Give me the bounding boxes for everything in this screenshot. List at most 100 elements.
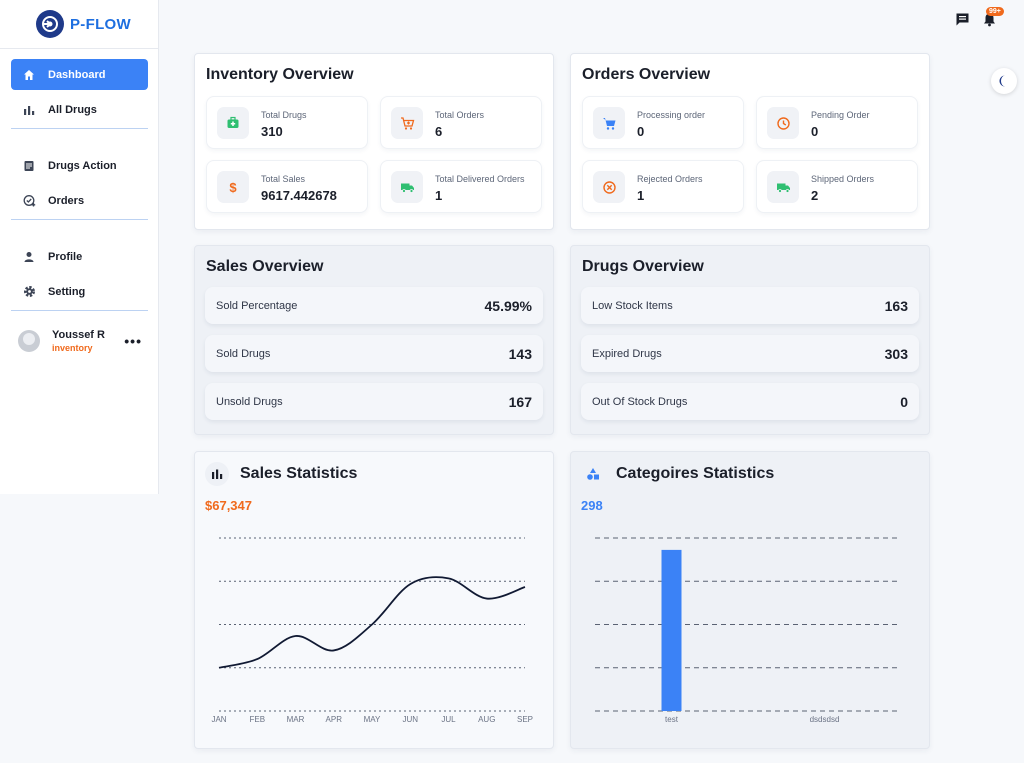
clock-icon (767, 107, 799, 139)
sales-row-sold-percentage[interactable]: Sold Percentage 45.99% (205, 287, 543, 324)
stat-total-orders[interactable]: Total Orders 6 (380, 96, 542, 149)
sales-overview-card: Sales Overview Sold Percentage 45.99% So… (194, 245, 554, 435)
stat-shipped-orders[interactable]: Shipped Orders 2 (756, 160, 918, 213)
x-tick-label: JUN (402, 715, 418, 724)
row-value: 45.99% (484, 297, 532, 314)
medkit-icon (217, 107, 249, 139)
stat-label: Total Delivered Orders (435, 174, 525, 184)
x-circle-icon (593, 171, 625, 203)
sidebar-item-profile[interactable]: Profile (11, 241, 148, 272)
stat-processing-order[interactable]: Processing order 0 (582, 96, 744, 149)
bar-chart-icon (205, 462, 229, 486)
categories-statistics-card: test dsdsdsd Categoires Statistics 298 (570, 451, 930, 749)
row-value: 303 (884, 345, 908, 362)
shapes-icon (581, 462, 605, 486)
sidebar-item-all-drugs[interactable]: All Drugs (11, 94, 148, 125)
sidebar-item-label: All Drugs (48, 103, 97, 116)
avatar (18, 330, 40, 352)
logo-icon (36, 10, 64, 38)
row-label: Low Stock Items (592, 299, 673, 312)
sidebar-item-label: Drugs Action (48, 159, 117, 172)
chat-icon[interactable] (955, 12, 971, 28)
inventory-overview-card: Inventory Overview Total Drugs 310 Total… (194, 53, 554, 230)
stat-label: Pending Order (811, 110, 870, 120)
chart-header: Sales Statistics (205, 462, 357, 486)
chart-title: Categoires Statistics (616, 465, 775, 482)
sidebar-item-drugs-action[interactable]: Drugs Action (11, 150, 148, 181)
stat-label: Rejected Orders (637, 174, 703, 184)
drugs-row-low-stock[interactable]: Low Stock Items 163 (581, 287, 919, 324)
x-tick-label: JUL (441, 715, 456, 724)
moon-icon (999, 75, 1005, 87)
document-icon (22, 159, 36, 173)
sidebar-item-label: Dashboard (48, 68, 106, 81)
cart-icon (593, 107, 625, 139)
orders-overview-card: Orders Overview Processing order 0 Pendi… (570, 53, 930, 230)
x-tick-label: SEP (517, 715, 533, 724)
card-title: Drugs Overview (582, 258, 704, 275)
stat-rejected-orders[interactable]: Rejected Orders 1 (582, 160, 744, 213)
x-tick-label: JAN (211, 715, 226, 724)
stat-label: Shipped Orders (811, 174, 875, 184)
row-label: Sold Drugs (216, 347, 271, 360)
stat-value: 2 (811, 188, 819, 203)
stat-total-sales[interactable]: $ Total Sales 9617.442678 (206, 160, 368, 213)
sales-total: $67,347 (205, 498, 252, 513)
row-label: Out Of Stock Drugs (592, 395, 688, 408)
row-label: Unsold Drugs (216, 395, 283, 408)
bar-chart-icon (22, 103, 36, 117)
sidebar-item-label: Profile (48, 250, 83, 263)
sidebar-item-label: Setting (48, 285, 86, 298)
bar (661, 549, 682, 711)
stat-label: Processing order (637, 110, 706, 120)
user-role: inventory (52, 343, 93, 353)
sidebar-item-dashboard[interactable]: Dashboard (11, 59, 148, 90)
stat-value: 9617.442678 (261, 188, 337, 203)
x-tick-label: MAY (364, 715, 381, 724)
stat-pending-order[interactable]: Pending Order 0 (756, 96, 918, 149)
home-icon (22, 68, 36, 82)
stat-total-delivered-orders[interactable]: Total Delivered Orders 1 (380, 160, 542, 213)
row-value: 0 (900, 393, 908, 410)
truck-icon (391, 171, 423, 203)
divider (0, 48, 159, 49)
svg-text:$: $ (229, 180, 237, 194)
drugs-overview-card: Drugs Overview Low Stock Items 163 Expir… (570, 245, 930, 435)
x-tick-label: dsdsdsd (810, 715, 840, 724)
stat-total-drugs[interactable]: Total Drugs 310 (206, 96, 368, 149)
chart-title: Sales Statistics (240, 465, 358, 482)
drugs-row-expired[interactable]: Expired Drugs 303 (581, 335, 919, 372)
sales-statistics-card: JAN FEB MAR APR MAY JUN JUL AUG SEP Sales Statis… (194, 451, 554, 749)
bell-icon[interactable] (982, 12, 998, 28)
stat-label: Total Orders (435, 110, 485, 120)
theme-toggle[interactable] (991, 68, 1017, 94)
person-icon (22, 250, 36, 264)
stat-value: 1 (435, 188, 443, 203)
card-title: Sales Overview (206, 258, 324, 275)
sidebar-item-label: Orders (48, 194, 85, 207)
sales-row-unsold-drugs[interactable]: Unsold Drugs 167 (205, 383, 543, 420)
sidebar-item-setting[interactable]: Setting (11, 276, 148, 307)
brand-name: P-FLOW (70, 15, 131, 33)
user-profile[interactable]: Youssef R inventory ••• (18, 326, 148, 356)
x-tick-label: APR (326, 715, 343, 724)
dollar-icon: $ (217, 171, 249, 203)
drugs-row-out-of-stock[interactable]: Out Of Stock Drugs 0 (581, 383, 919, 420)
sidebar-item-orders[interactable]: Orders (11, 185, 148, 216)
more-icon[interactable]: ••• (124, 333, 142, 349)
brand-logo[interactable]: P-FLOW (36, 10, 131, 38)
user-name: Youssef R (52, 329, 105, 341)
stat-value: 0 (637, 124, 645, 139)
card-title: Orders Overview (582, 66, 711, 83)
x-tick-label: FEB (249, 715, 265, 724)
stat-value: 310 (261, 124, 283, 139)
row-value: 143 (508, 345, 532, 362)
gear-icon (22, 285, 36, 299)
row-value: 167 (508, 393, 532, 410)
card-title: Inventory Overview (206, 66, 354, 83)
categories-total: 298 (581, 498, 603, 513)
sales-row-sold-drugs[interactable]: Sold Drugs 143 (205, 335, 543, 372)
categories-bar-chart: test dsdsdsd (595, 537, 901, 724)
row-label: Expired Drugs (592, 347, 662, 360)
stat-label: Total Sales (261, 174, 306, 184)
